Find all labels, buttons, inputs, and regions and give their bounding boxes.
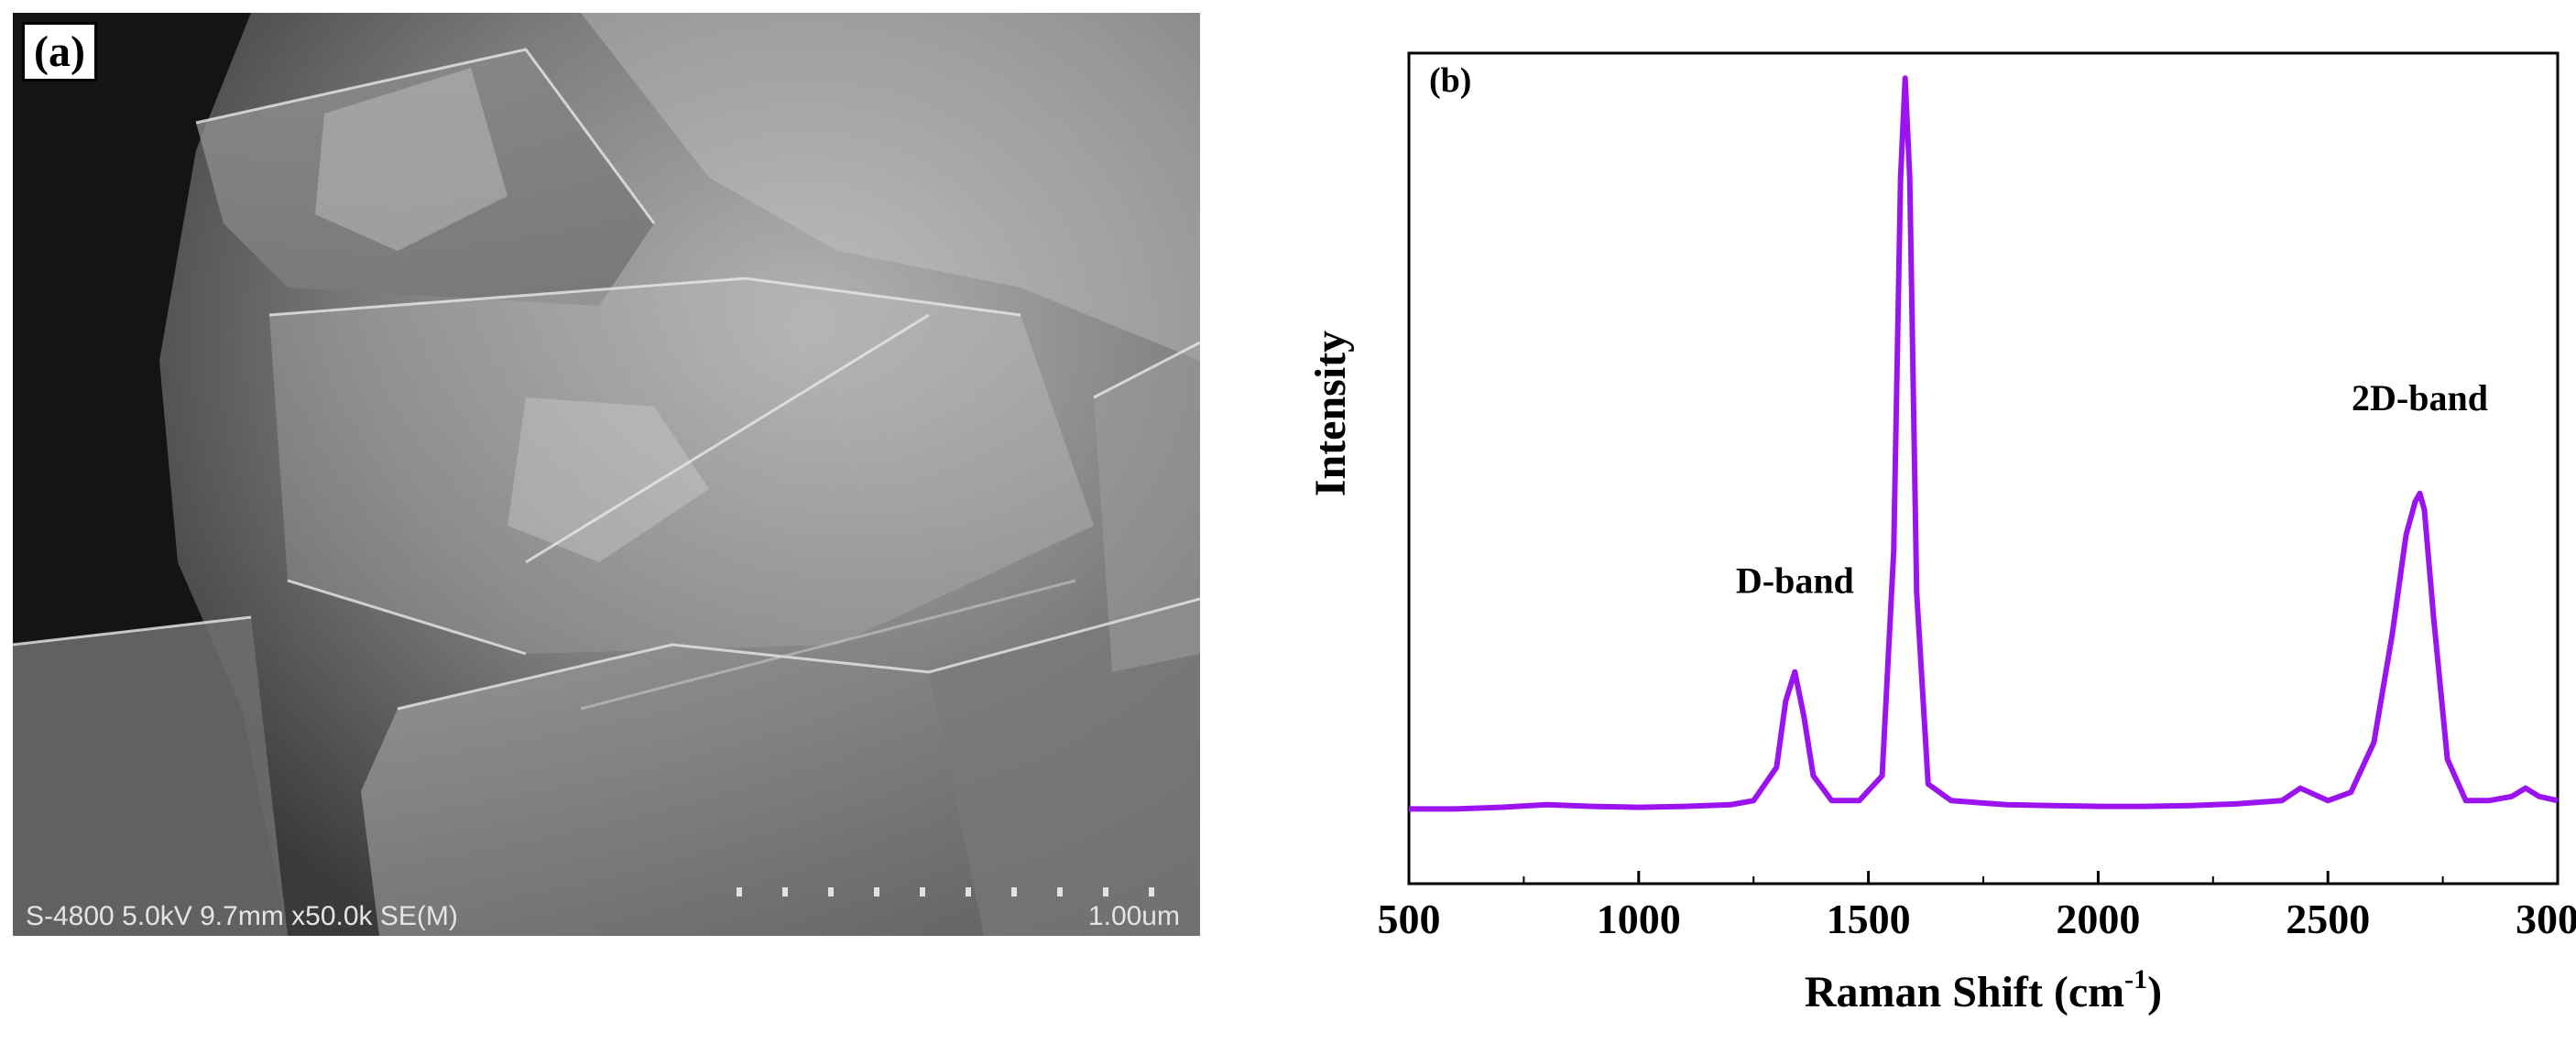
x-tick-label: 1500 — [1827, 896, 1911, 942]
sem-scale-bar-label: 1.00um — [1087, 901, 1180, 931]
x-tick-label: 2000 — [2056, 896, 2140, 942]
x-axis-label-sup: -1 — [2124, 964, 2147, 994]
x-tick-label: 3000 — [2516, 896, 2576, 942]
x-tick-label: 1000 — [1597, 896, 1681, 942]
raman-chart-svg: 50010001500200025003000 D-bandG-band2D-b… — [1306, 51, 2576, 1016]
panel-b-label: (b) — [1429, 61, 1471, 100]
plot-frame — [1407, 51, 2560, 886]
series-line-raman — [1409, 75, 2559, 812]
annotation-d-band: D-band — [1736, 560, 1854, 602]
raman-chart: 50010001500200025003000 D-bandG-band2D-b… — [1228, 0, 2576, 1049]
x-axis-label-tail: ) — [2147, 968, 2162, 1016]
x-tick-label: 2500 — [2286, 896, 2370, 942]
annotation-2d-band: 2D-band — [2352, 377, 2488, 418]
graphene-sheets-image — [13, 13, 1200, 936]
x-axis-label-main: Raman Shift (cm — [1805, 968, 2124, 1016]
sem-info-text: S-4800 5.0kV 9.7mm x50.0k SE(M) — [26, 901, 458, 931]
x-tick-label: 500 — [1378, 896, 1441, 942]
panel-a-label: (a) — [22, 22, 97, 81]
sem-micrograph: (a) S-4800 5.0kV 9.7mm x50.0k SE(M) 1.00… — [13, 13, 1200, 936]
x-axis-label: Raman Shift (cm-1) — [1805, 964, 2162, 1016]
y-axis-label: Intensity — [1306, 331, 1355, 496]
